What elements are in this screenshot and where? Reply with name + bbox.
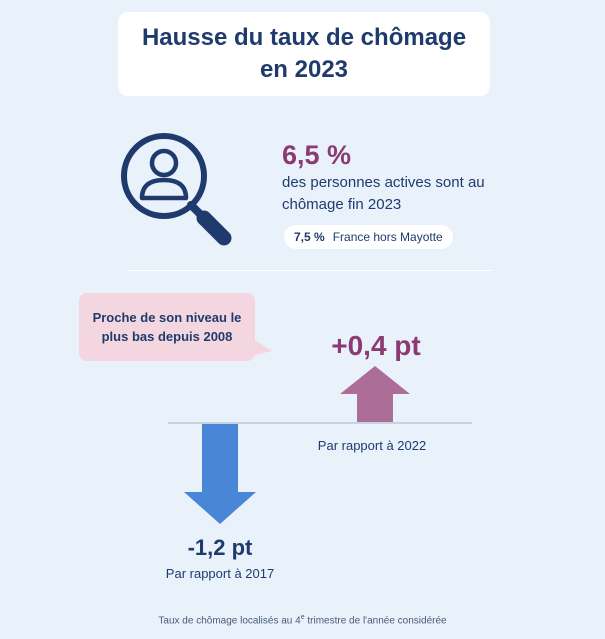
footnote-text-end: trimestre de l'année considérée [304, 615, 447, 627]
magnifier-person-icon [121, 133, 232, 246]
footnote-text: Taux de chômage localisés au 4 [158, 615, 301, 627]
section-divider [128, 270, 493, 271]
baseline [168, 422, 472, 424]
callout-bubble: Proche de son niveau le plus bas depuis … [79, 293, 255, 361]
callout-text: Proche de son niveau le plus bas depuis … [92, 310, 242, 344]
footnote: Taux de chômage localisés au 4e trimestr… [0, 614, 605, 626]
change-2022-value: +0,4 pt [331, 330, 421, 361]
arrow-down-icon [184, 424, 256, 524]
unemployment-description: des personnes actives sont au chômage fi… [282, 174, 485, 213]
hors-mayotte-value: 7,5 % [294, 230, 325, 244]
page-title: Hausse du taux de chômage en 2023 [141, 24, 467, 83]
arrow-up-icon [340, 366, 410, 422]
hors-mayotte-pill: 7,5 % France hors Mayotte [284, 225, 453, 249]
change-2017-label: Par rapport à 2017 [165, 566, 275, 581]
change-2022-label: Par rapport à 2022 [317, 438, 427, 453]
footnote-superscript: e [300, 614, 305, 621]
title-card: Hausse du taux de chômage en 2023 [118, 12, 490, 96]
unemployment-rate: 6,5 % [282, 140, 352, 170]
change-2017-value: -1,2 pt [187, 535, 253, 560]
callout-tail [246, 335, 272, 357]
hors-mayotte-label: France hors Mayotte [332, 230, 443, 244]
